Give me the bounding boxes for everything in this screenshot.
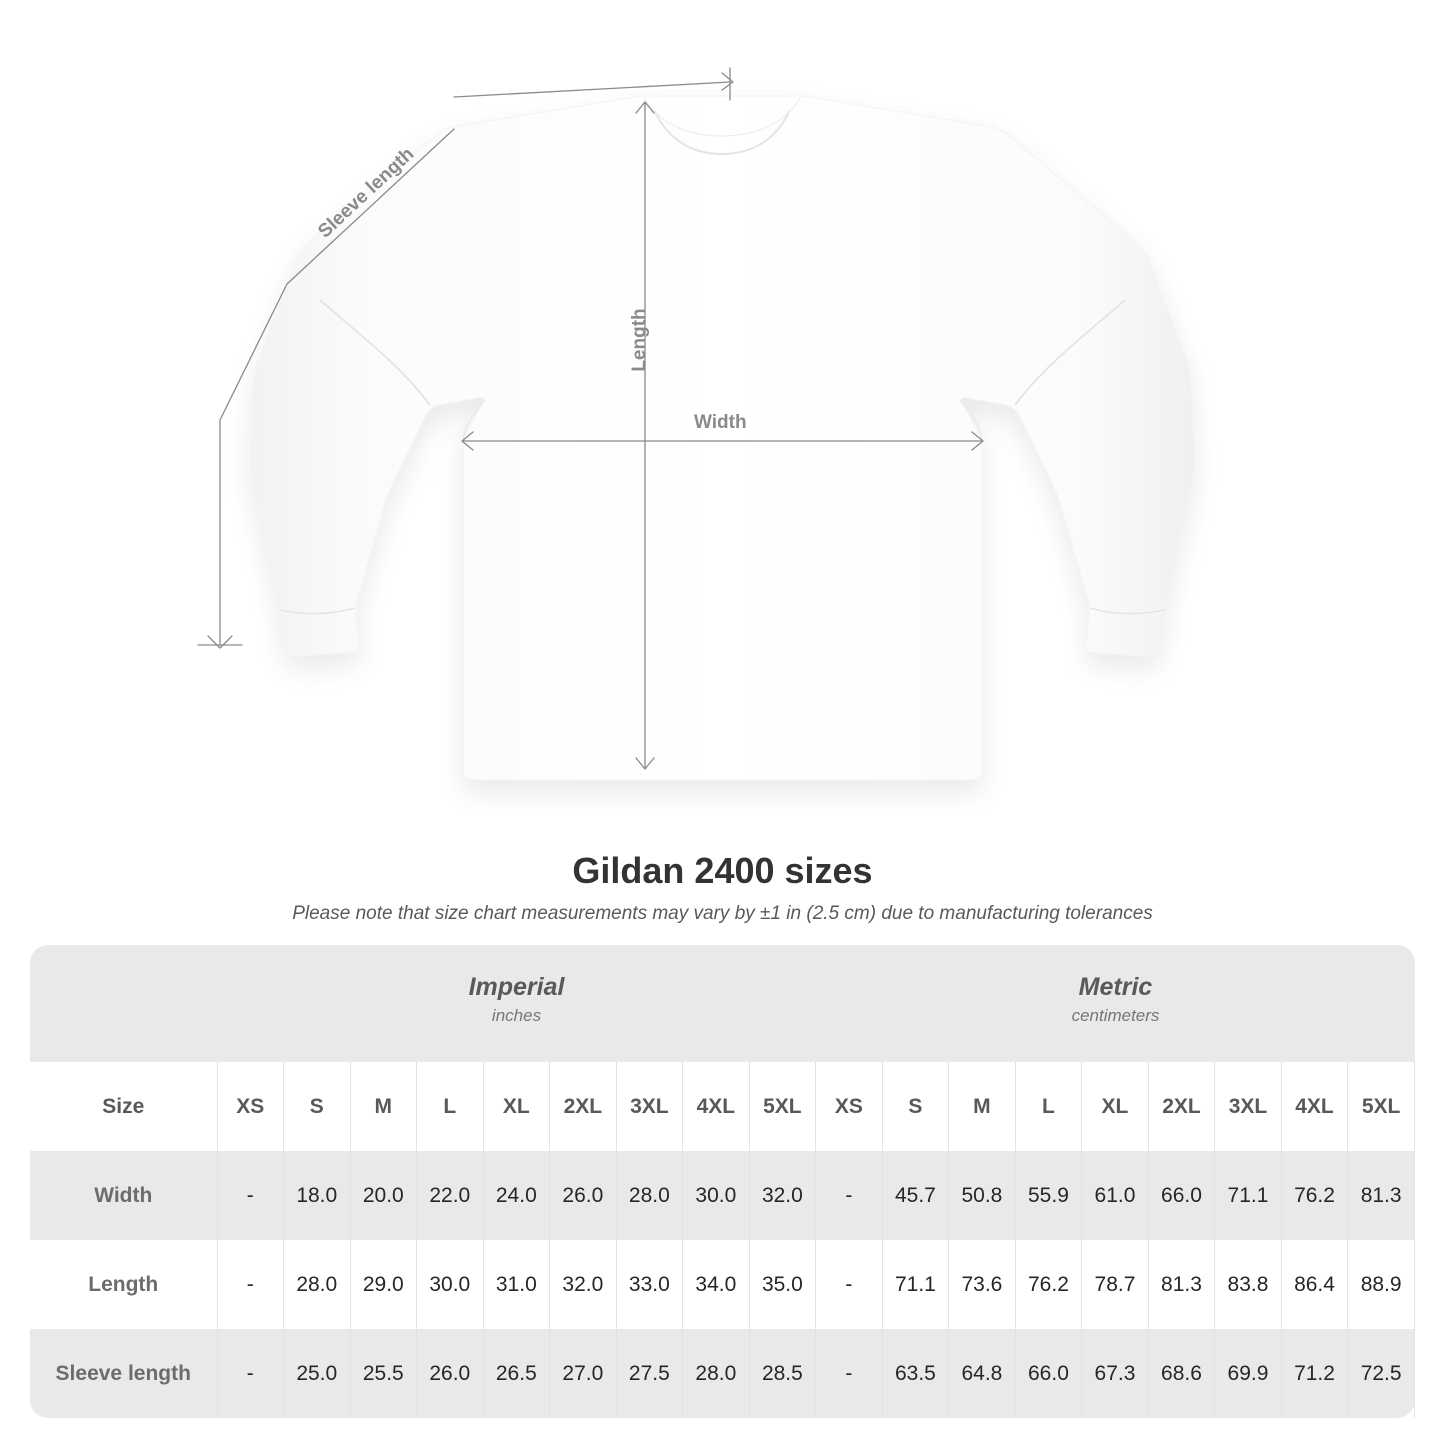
svg-text:Length: Length bbox=[629, 308, 650, 371]
svg-text:Width: Width bbox=[694, 412, 747, 433]
